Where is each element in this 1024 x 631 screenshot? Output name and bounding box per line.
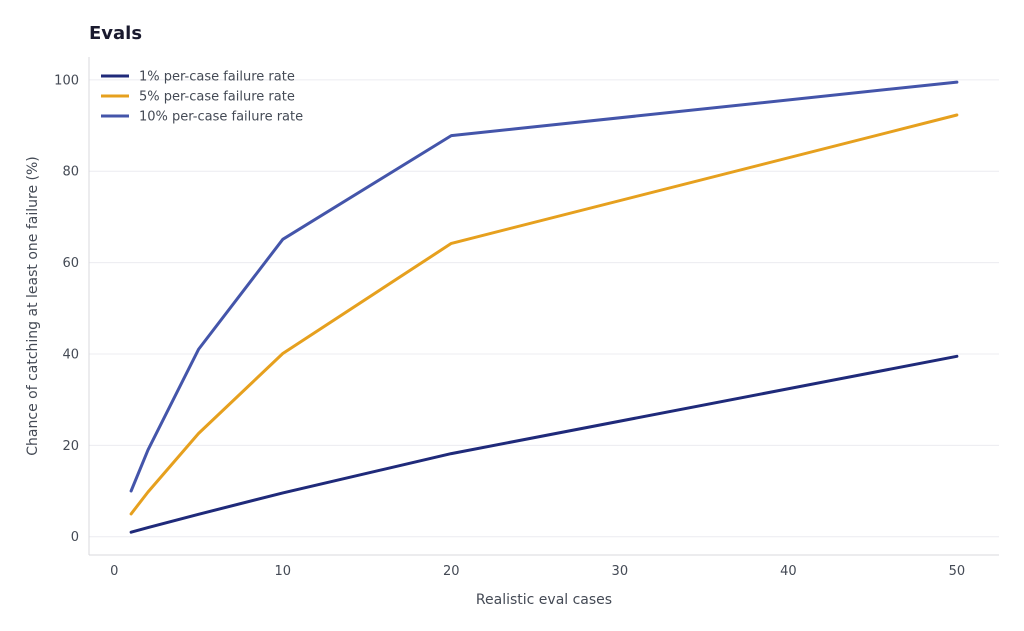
series-line-3 (129, 80, 959, 493)
x-axis-label: Realistic eval cases (476, 592, 612, 608)
legend-label-1: 1% per-case failure rate (139, 70, 295, 85)
x-tick-label: 20 (443, 564, 460, 579)
series-line-1 (129, 354, 959, 534)
x-tick-label: 40 (780, 564, 797, 579)
y-tick-label: 60 (62, 256, 79, 271)
y-axis-label: Chance of catching at least one failure … (25, 156, 41, 455)
y-tick-label: 80 (62, 165, 79, 180)
y-tick-label: 100 (54, 73, 79, 88)
series-line-2 (129, 113, 959, 516)
y-tick-label: 40 (62, 347, 79, 362)
chart-title: Evals (89, 23, 142, 44)
grid (89, 79, 999, 538)
axes (88, 57, 999, 556)
x-tick-label: 0 (110, 564, 118, 579)
y-tick-label: 0 (71, 530, 79, 545)
y-tick-label: 20 (62, 439, 79, 454)
x-tick-label: 30 (612, 564, 629, 579)
legend: 1% per-case failure rate 5% per-case fail… (101, 70, 303, 125)
series-lines (129, 80, 959, 534)
x-tick-label: 10 (275, 564, 292, 579)
x-tick-label: 50 (949, 564, 966, 579)
tick-labels: 0 10 20 30 40 50 0 20 40 60 80 100 (54, 73, 965, 579)
legend-label-3: 10% per-case failure rate (139, 110, 303, 125)
legend-label-2: 5% per-case failure rate (139, 90, 295, 105)
